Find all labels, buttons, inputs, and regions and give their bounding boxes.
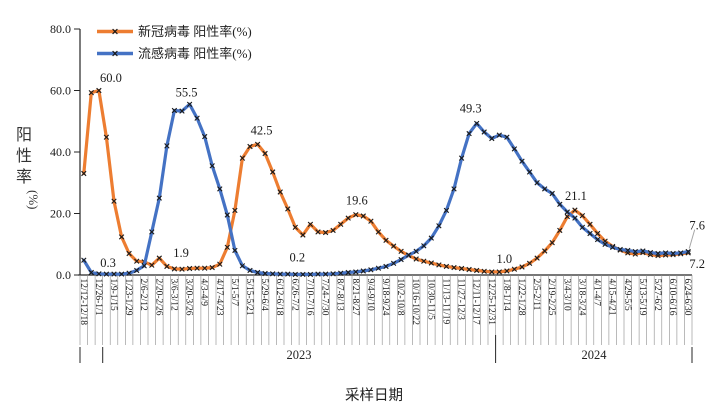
y-axis: 0.0 20.0 40.0 60.0 80.0 (50, 22, 81, 282)
svg-text:8/7-8/13: 8/7-8/13 (335, 279, 345, 311)
annotation-21.1: 21.1 (565, 189, 587, 203)
svg-text:9/4-9/10: 9/4-9/10 (365, 279, 375, 311)
svg-text:3/6-3/12: 3/6-3/12 (168, 279, 178, 311)
annotation-55.5: 55.5 (176, 85, 198, 99)
y-title-char-1: 阳 (16, 126, 32, 144)
y-tick-80: 80.0 (50, 22, 71, 36)
svg-text:4/3-4/9: 4/3-4/9 (199, 279, 209, 307)
series-covid[interactable] (81, 87, 691, 275)
legend: 新冠病毒 阳性率(%) 流感病毒 阳性率(%) (97, 24, 252, 61)
svg-text:2/5-2/11: 2/5-2/11 (531, 279, 541, 311)
svg-text:3/4-3/10: 3/4-3/10 (561, 279, 571, 311)
svg-text:11/27-12/3: 11/27-12/3 (456, 279, 466, 321)
annotation-1.9: 1.9 (173, 246, 189, 260)
y-tick-60: 60.0 (50, 84, 71, 98)
y-tick-20: 20.0 (50, 207, 71, 221)
svg-text:12/25-12/31: 12/25-12/31 (486, 279, 496, 326)
x-marker-icon (112, 50, 118, 57)
annotation-1.0: 1.0 (496, 252, 512, 266)
x-axis-year-group: 2023 2024 (79, 335, 693, 363)
svg-text:1/8-1/14: 1/8-1/14 (501, 279, 511, 311)
y-tick-0: 0.0 (56, 268, 71, 282)
svg-text:12/11-12/17: 12/11-12/17 (471, 279, 481, 325)
svg-text:12/12-12/18: 12/12-12/18 (78, 279, 88, 326)
svg-text:6/10-6/16: 6/10-6/16 (667, 279, 677, 316)
svg-text:5/13-5/19: 5/13-5/19 (637, 279, 647, 316)
annotation-7.6: 7.6 (689, 219, 705, 233)
svg-text:2/20-2/26: 2/20-2/26 (153, 279, 163, 316)
svg-text:4/1-4/7: 4/1-4/7 (592, 279, 602, 307)
svg-text:4/15-4/21: 4/15-4/21 (607, 279, 617, 316)
series-markers (81, 101, 691, 278)
svg-text:6/12-6/18: 6/12-6/18 (274, 279, 284, 316)
x-axis-week-ticks (79, 275, 693, 345)
svg-text:10/16-10/22: 10/16-10/22 (410, 279, 420, 326)
y-axis-title: 阳 性 率 (%) (16, 126, 41, 210)
svg-text:7/10-7/16: 7/10-7/16 (304, 279, 314, 316)
legend-item-covid[interactable]: 新冠病毒 阳性率(%) (97, 24, 252, 39)
annotation-19.6: 19.6 (346, 194, 368, 208)
svg-text:1/22-1/28: 1/22-1/28 (516, 279, 526, 316)
svg-text:5/15-5/21: 5/15-5/21 (244, 279, 254, 316)
legend-item-flu[interactable]: 流感病毒 阳性率(%) (97, 46, 252, 61)
svg-text:2/19-2/25: 2/19-2/25 (546, 279, 556, 316)
x-axis-date-labels: 12/12-12/18 12/26-1/1 1/9-1/15 1/23-1/29 2/6… (78, 279, 692, 326)
annotation-60.0: 60.0 (100, 71, 122, 85)
svg-text:5/1-5/7: 5/1-5/7 (229, 279, 239, 307)
x-axis: 12/12-12/18 12/26-1/1 1/9-1/15 1/23-1/29 2/6… (78, 274, 693, 345)
series-flu[interactable] (81, 101, 691, 278)
y-title-char-3: 率 (16, 168, 32, 186)
svg-text:8/21-8/27: 8/21-8/27 (350, 279, 360, 316)
annotation-42.5: 42.5 (251, 123, 273, 137)
svg-text:5/27-6/2: 5/27-6/2 (652, 279, 662, 311)
svg-text:3/18-3/24: 3/18-3/24 (576, 279, 586, 316)
svg-text:10/2-10/8: 10/2-10/8 (395, 279, 405, 316)
x-axis-title: 采样日期 (345, 387, 403, 404)
legend-label-covid: 新冠病毒 阳性率(%) (138, 24, 252, 39)
annotation-7.2: 7.2 (689, 257, 705, 271)
svg-text:12/26-1/1: 12/26-1/1 (93, 279, 103, 316)
annotation-0.2: 0.2 (289, 250, 305, 264)
annotation-49.3: 49.3 (460, 101, 482, 115)
year-label-2024: 2024 (582, 348, 608, 362)
y-title-unit: (%) (26, 190, 41, 210)
svg-text:1/23-1/29: 1/23-1/29 (123, 279, 133, 316)
svg-text:5/29-6/4: 5/29-6/4 (259, 279, 269, 311)
legend-label-flu: 流感病毒 阳性率(%) (138, 46, 252, 61)
svg-text:10/30-11/5: 10/30-11/5 (425, 279, 435, 321)
svg-text:4/29-5/5: 4/29-5/5 (622, 279, 632, 311)
svg-text:3/20-3/26: 3/20-3/26 (184, 279, 194, 316)
year-label-2023: 2023 (287, 348, 312, 362)
y-tick-40: 40.0 (50, 145, 71, 159)
svg-text:7/24-7/30: 7/24-7/30 (320, 279, 330, 316)
y-title-char-2: 性 (16, 147, 32, 165)
svg-text:4/17-4/23: 4/17-4/23 (214, 279, 224, 316)
svg-text:2/6-2/12: 2/6-2/12 (138, 279, 148, 311)
svg-text:9/18-9/24: 9/18-9/24 (380, 279, 390, 316)
annotation-0.3: 0.3 (100, 256, 116, 270)
svg-text:11/13-11/19: 11/13-11/19 (440, 279, 450, 325)
data-labels: 60.0 0.3 55.5 1.9 42.5 0.2 19.6 49.3 1.0 21.1 7.6 7… (100, 71, 705, 271)
svg-text:6/24-6/30: 6/24-6/30 (682, 279, 692, 316)
svg-text:1/9-1/15: 1/9-1/15 (108, 279, 118, 311)
svg-text:6/26-7/2: 6/26-7/2 (289, 279, 299, 311)
x-marker-icon (112, 28, 118, 35)
series-markers (81, 87, 691, 275)
